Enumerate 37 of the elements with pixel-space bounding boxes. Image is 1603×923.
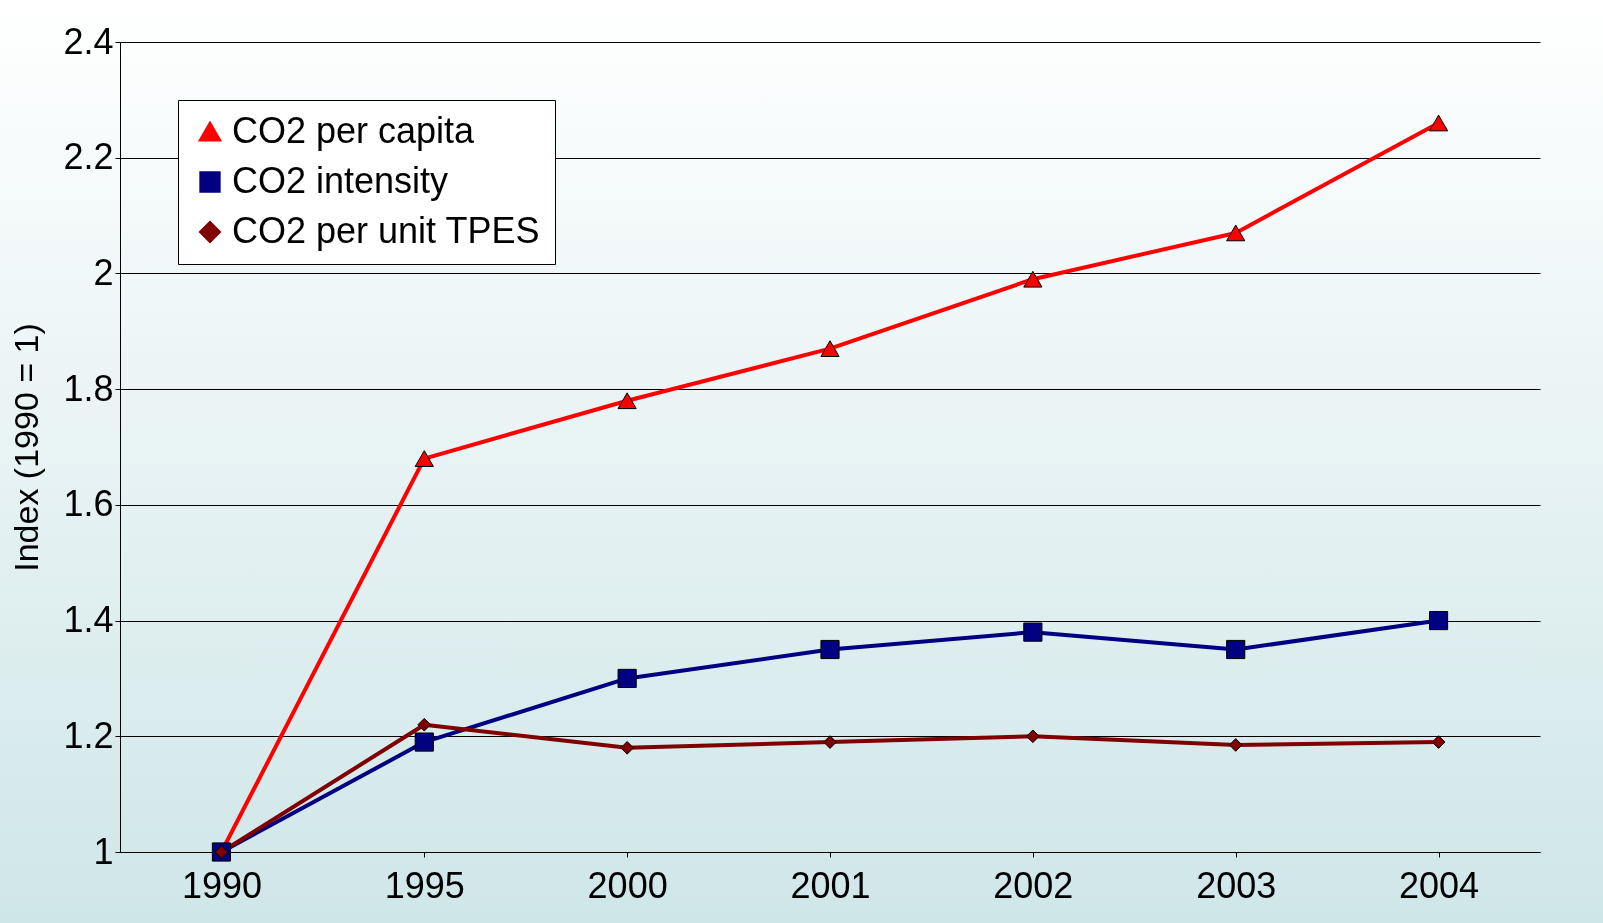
legend-label: CO2 per capita xyxy=(232,110,476,151)
legend-label: CO2 intensity xyxy=(232,160,449,201)
x-tick-label: 2001 xyxy=(790,864,871,906)
point xyxy=(820,340,840,358)
y-tick-label: 1.6 xyxy=(63,483,114,525)
x-tick-label: 2000 xyxy=(587,864,668,906)
point xyxy=(620,741,634,755)
point xyxy=(1023,622,1043,642)
point xyxy=(1023,270,1043,288)
point xyxy=(1428,114,1449,132)
y-tick-label: 1.4 xyxy=(63,599,114,641)
point xyxy=(414,732,434,752)
point xyxy=(1431,735,1446,749)
point xyxy=(1026,729,1040,744)
point xyxy=(1428,610,1449,631)
y-tick-label: 1.2 xyxy=(63,714,114,756)
x-tick-label: 2003 xyxy=(1196,864,1277,906)
y-tick-label: 2 xyxy=(93,251,114,293)
point xyxy=(414,450,434,467)
point xyxy=(1228,738,1243,752)
x-tick-label: 2002 xyxy=(993,864,1074,906)
point xyxy=(417,717,432,732)
point xyxy=(823,735,837,749)
y-tick-label: 2.2 xyxy=(63,136,114,178)
legend-label: CO2 per unit TPES xyxy=(232,210,540,251)
y-tick-label: 1 xyxy=(93,830,114,872)
y-tick-label: 1.8 xyxy=(63,367,114,409)
y-tick-label: 2.4 xyxy=(63,20,114,62)
x-tick-label: 2004 xyxy=(1399,864,1480,906)
x-tick-label: 1990 xyxy=(181,864,262,906)
point xyxy=(1226,224,1246,242)
x-tick-label: 1995 xyxy=(384,864,465,906)
point xyxy=(617,392,637,410)
point xyxy=(617,668,637,689)
point xyxy=(1226,639,1246,660)
y-axis-title: Index (1990 = 1) xyxy=(7,323,46,572)
point xyxy=(820,639,840,660)
